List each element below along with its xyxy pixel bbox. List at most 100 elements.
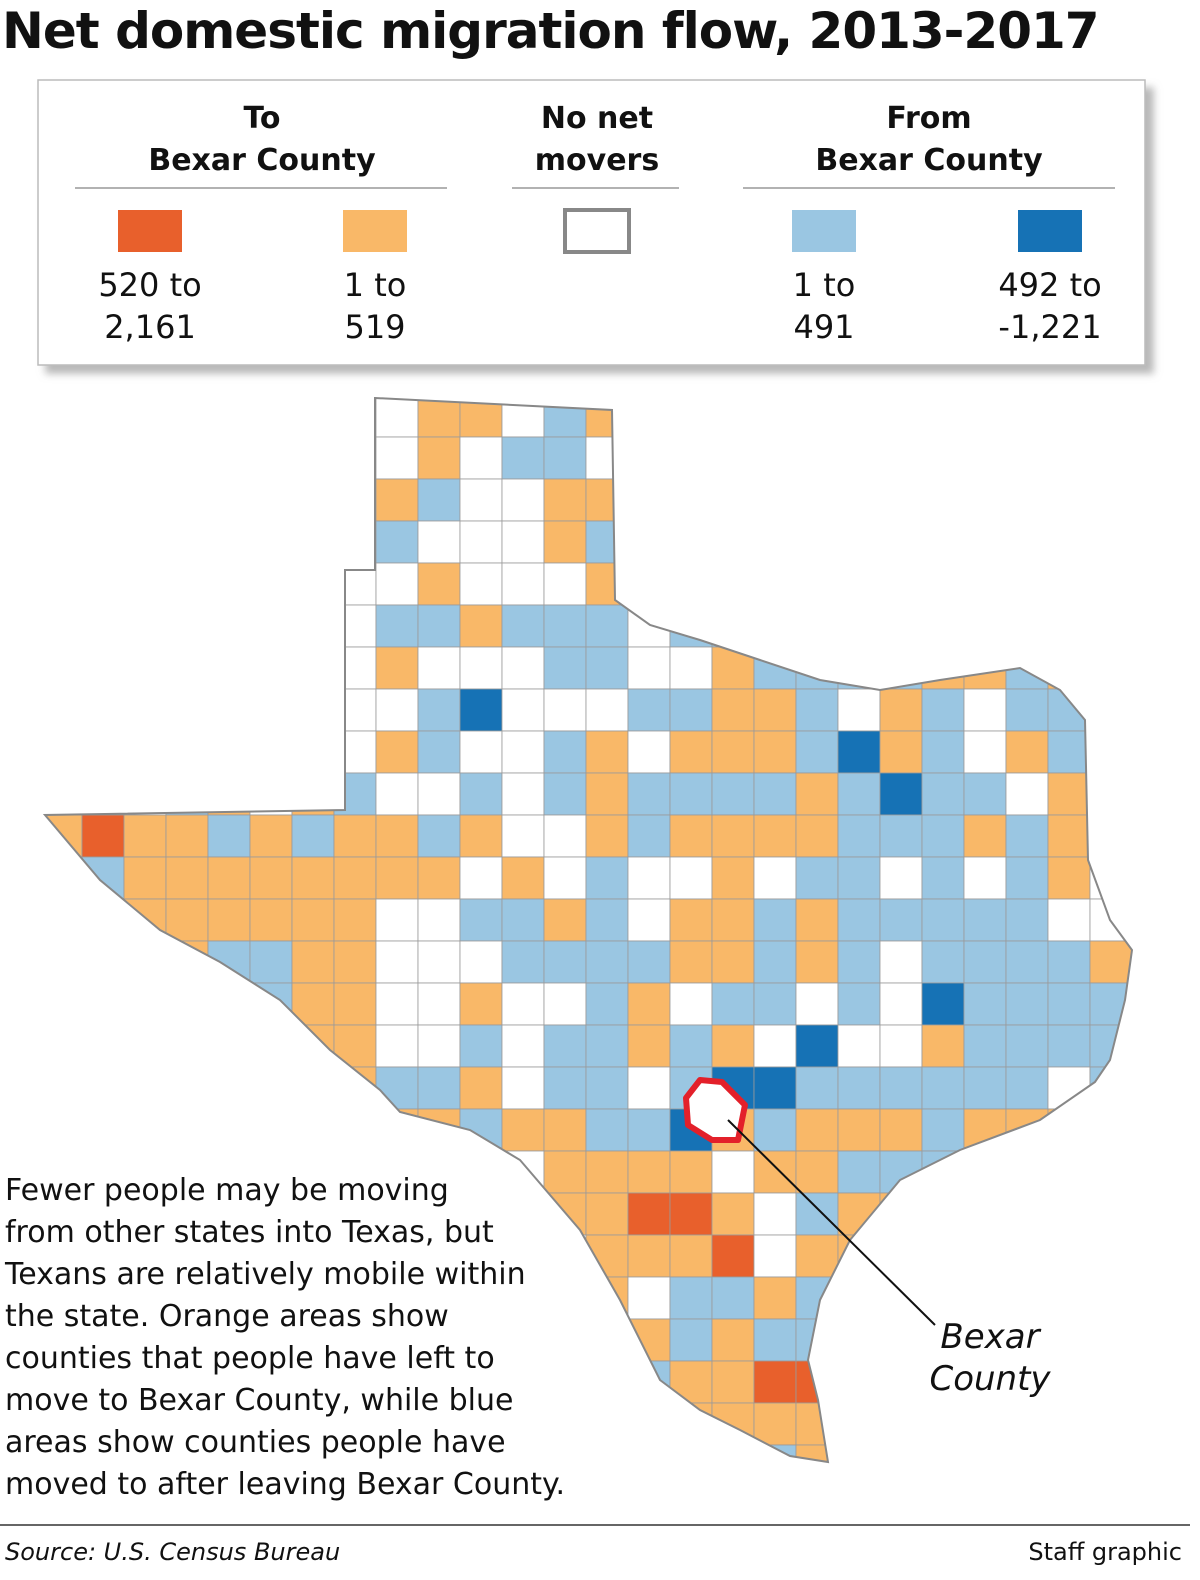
county [586, 1529, 628, 1571]
county [627, 982, 671, 1026]
county [753, 1402, 797, 1446]
county [1131, 478, 1132, 522]
county [753, 1066, 797, 1110]
legend-heading: Bexar County [815, 143, 1043, 178]
county [1089, 562, 1132, 606]
county [879, 1444, 923, 1462]
county [753, 1150, 797, 1194]
county [417, 646, 461, 690]
county [375, 730, 419, 774]
county [459, 1024, 503, 1068]
county [711, 520, 755, 564]
county [417, 814, 461, 858]
county [1131, 814, 1132, 858]
county [291, 646, 335, 690]
county [711, 478, 755, 522]
county [207, 856, 251, 900]
county [1005, 1276, 1049, 1320]
county [45, 520, 83, 564]
county [585, 398, 629, 438]
county [921, 398, 965, 438]
county [417, 1024, 461, 1068]
county [754, 1529, 796, 1571]
county [795, 1150, 839, 1194]
county [165, 1108, 209, 1152]
county [418, 1529, 460, 1571]
county [333, 398, 377, 438]
county [1047, 772, 1091, 816]
county [1131, 520, 1132, 564]
county [921, 814, 965, 858]
county [879, 1402, 923, 1446]
county [879, 520, 923, 564]
county [921, 1150, 965, 1194]
county [501, 772, 545, 816]
county [921, 1024, 965, 1068]
county [837, 1276, 881, 1320]
county [921, 1402, 965, 1446]
legend-label: -1,221 [998, 308, 1101, 346]
county [795, 436, 839, 480]
county [81, 1066, 125, 1110]
county [123, 646, 167, 690]
county [1047, 940, 1091, 984]
county [1047, 1444, 1091, 1462]
county [502, 1529, 544, 1571]
county [837, 1108, 881, 1152]
county [1089, 646, 1132, 690]
county [627, 478, 671, 522]
county [669, 1444, 713, 1462]
county [711, 898, 755, 942]
county [963, 730, 1007, 774]
county [627, 730, 671, 774]
county [459, 730, 503, 774]
county [1131, 1360, 1132, 1404]
county [627, 940, 671, 984]
description-line: counties that people have left to [5, 1341, 495, 1376]
county [585, 1444, 629, 1462]
county [165, 940, 209, 984]
county [45, 940, 83, 984]
county [921, 562, 965, 606]
county [543, 436, 587, 480]
description-line: move to Bexar County, while blue [5, 1383, 513, 1418]
county [880, 1487, 922, 1529]
county [837, 856, 881, 900]
county [417, 898, 461, 942]
county [1005, 898, 1049, 942]
county [753, 604, 797, 648]
county [45, 898, 83, 942]
county [249, 1024, 293, 1068]
county [837, 898, 881, 942]
county [333, 436, 377, 480]
county [585, 1150, 629, 1194]
county [837, 436, 881, 480]
county [1047, 856, 1091, 900]
county [375, 398, 419, 438]
county [837, 772, 881, 816]
county [711, 1234, 755, 1278]
county [165, 604, 209, 648]
county [375, 982, 419, 1026]
county [543, 1318, 587, 1362]
county [585, 436, 629, 480]
county [753, 1444, 797, 1462]
county [753, 1360, 797, 1404]
county [963, 604, 1007, 648]
county [249, 398, 293, 438]
county [81, 814, 125, 858]
county [1089, 1150, 1132, 1194]
county [417, 604, 461, 648]
county [1047, 398, 1091, 438]
county [795, 856, 839, 900]
county [627, 898, 671, 942]
county [333, 604, 377, 648]
county [1005, 398, 1049, 438]
county [585, 982, 629, 1026]
county [795, 520, 839, 564]
county [669, 562, 713, 606]
county [501, 940, 545, 984]
legend-heading: movers [535, 143, 659, 178]
county [249, 982, 293, 1026]
county [291, 856, 335, 900]
